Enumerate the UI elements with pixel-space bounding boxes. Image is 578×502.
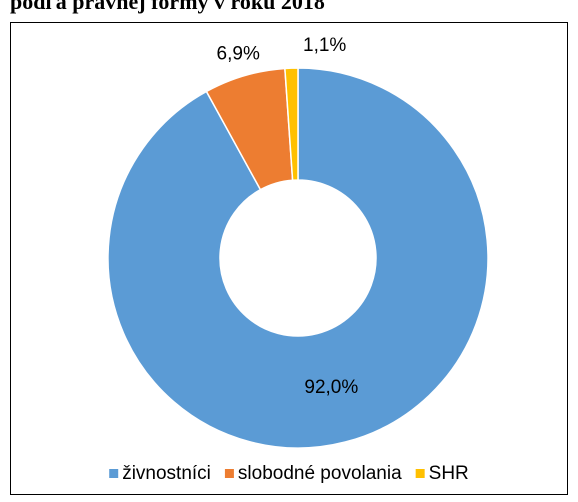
legend-label: živnostníci xyxy=(122,463,211,484)
legend-swatch xyxy=(415,469,425,478)
legend-label: slobodné povolania xyxy=(238,463,402,484)
slice xyxy=(107,67,489,449)
data-label: 6,9% xyxy=(217,44,260,65)
data-label: 1,1% xyxy=(303,35,346,56)
data-label: 92,0% xyxy=(304,377,358,398)
legend-swatch xyxy=(224,469,234,478)
legend-swatch xyxy=(109,469,119,478)
chart-title: podľa právnej formy v roku 2018 xyxy=(10,0,325,14)
slice xyxy=(284,67,299,181)
legend-label: SHR xyxy=(429,463,469,484)
